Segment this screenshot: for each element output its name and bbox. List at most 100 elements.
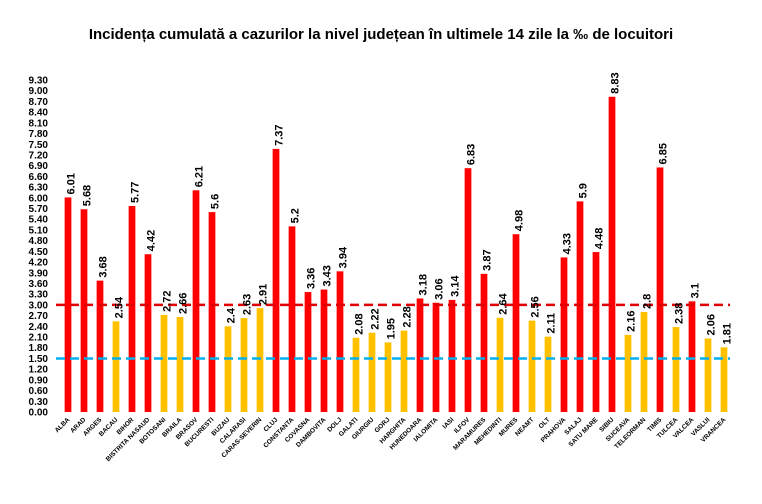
data-label: 5.6 [209,194,221,209]
y-tick-label: 5.40 [29,215,49,226]
y-tick-label: 8.40 [29,108,49,119]
data-label: 2.91 [257,284,269,305]
bar [224,326,232,412]
data-label: 3.36 [305,268,317,289]
bar [336,271,344,412]
y-tick-label: 4.80 [29,236,49,247]
y-tick-label: 6.00 [29,193,49,204]
y-tick-label: 2.10 [29,333,49,344]
data-label: 3.14 [449,275,461,297]
threshold-lines [56,303,730,360]
y-tick-label: 3.00 [29,300,49,311]
bar [416,298,424,412]
data-label: 2.63 [241,294,253,315]
data-label: 2.8 [641,294,653,309]
data-label: 3.43 [321,265,333,286]
bar [656,167,664,412]
y-tick-label: 2.70 [29,311,49,322]
bar [560,257,568,412]
bar [288,226,296,412]
y-tick-label: 5.10 [29,225,49,236]
data-label: 3.94 [337,246,349,268]
data-label: 2.66 [177,293,189,314]
y-tick-label: 7.80 [29,129,49,140]
bar [176,317,184,412]
data-label: 4.98 [513,210,525,231]
data-label: 3.18 [417,274,429,295]
y-tick-label: 1.80 [29,343,49,354]
bar [400,330,408,412]
y-tick-label: 0.90 [29,375,49,386]
bar [640,312,648,412]
data-label: 1.95 [385,318,397,339]
data-label: 2.72 [161,290,173,311]
data-label: 2.16 [625,310,637,331]
bar [64,197,72,412]
y-tick-label: 6.60 [29,172,49,183]
y-tick-label: 2.40 [29,322,49,333]
bar [256,308,264,412]
data-label: 2.38 [673,303,685,324]
data-label: 2.06 [705,314,717,335]
data-label: 5.2 [289,208,301,223]
data-label: 5.77 [129,182,141,203]
bar [496,317,504,412]
data-label: 2.11 [545,313,557,334]
bar [304,292,312,412]
bar [240,318,248,412]
data-label: 5.9 [577,183,589,198]
data-label: 4.48 [593,228,605,249]
data-label: 1.81 [721,323,733,344]
bar [272,148,280,412]
data-label: 3.87 [481,249,493,270]
data-label: 2.56 [529,296,541,317]
bar [544,336,552,412]
data-label: 6.21 [193,166,205,187]
y-tick-label: 4.50 [29,247,49,258]
y-tick-label: 4.20 [29,258,49,269]
y-tick-label: 0.30 [29,397,49,408]
data-label: 2.64 [497,292,509,314]
x-tick-label: ALBA [54,416,72,434]
bar [672,327,680,412]
data-label: 4.33 [561,233,573,254]
y-tick-label: 0.60 [29,386,49,397]
data-label: 2.54 [113,296,125,318]
bar [352,337,360,412]
y-tick-label: 1.20 [29,365,49,376]
y-tick-label: 9.30 [29,76,49,87]
y-tick-label: 6.30 [29,183,49,194]
bars [64,96,728,412]
y-tick-label: 7.50 [29,140,49,151]
data-label: 6.01 [65,173,77,194]
data-label: 5.68 [81,185,93,206]
data-label: 3.68 [97,256,109,277]
y-tick-label: 3.90 [29,268,49,279]
y-tick-label: 6.90 [29,161,49,172]
data-label: 8.83 [609,72,621,93]
y-tick-label: 8.10 [29,118,49,129]
chart-title: Incidența cumulată a cazurilor la nivel … [88,26,674,43]
data-label: 2.08 [353,313,365,334]
bar [512,234,520,412]
y-tick-label: 7.20 [29,150,49,161]
bar [320,289,328,412]
y-tick-label: 0.00 [29,408,49,419]
y-tick-label: 3.60 [29,279,49,290]
bar [128,206,136,412]
bar [528,320,536,412]
data-label: 4.42 [145,230,157,251]
bar [704,338,712,412]
data-label: 2.28 [401,306,413,327]
bar [384,342,392,412]
data-label: 6.85 [657,143,669,164]
data-label: 7.37 [273,124,285,145]
bar [96,280,104,412]
bar [480,273,488,412]
bar [608,96,616,412]
y-tick-label: 5.70 [29,204,49,215]
y-tick-label: 1.50 [29,354,49,365]
